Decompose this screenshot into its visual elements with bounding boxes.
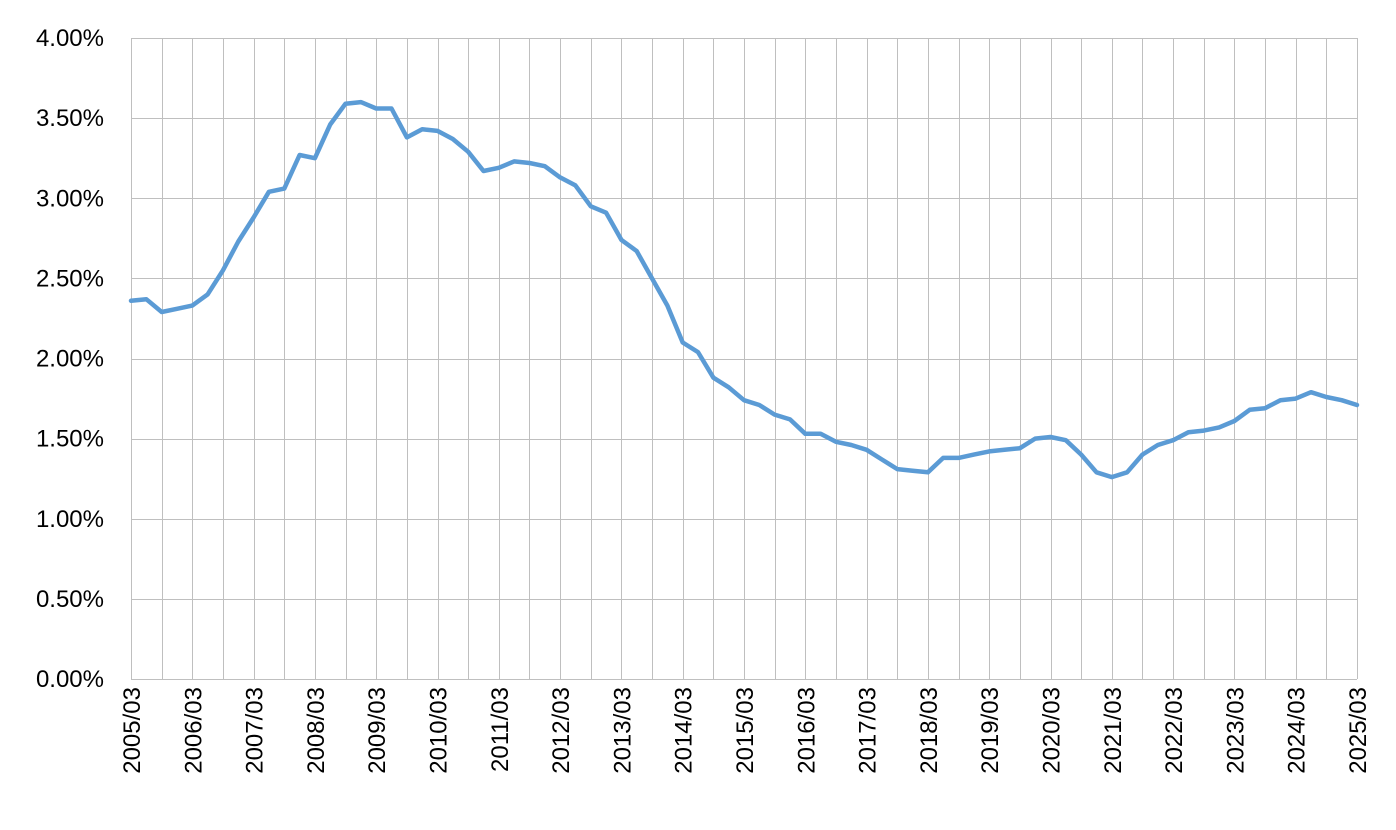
x-tick-label: 2014/03 (671, 687, 698, 774)
x-axis-tick-labels: 2005/03 2006/03 2007/03 2008/03 2009/03 2010/… (119, 687, 1372, 774)
x-tick-label: 2010/03 (426, 687, 453, 774)
x-tick-label: 2005/03 (119, 687, 146, 774)
x-tick-label: 2007/03 (242, 687, 269, 774)
x-tick-label: 2015/03 (732, 687, 759, 774)
y-tick-label: 4.00% (36, 25, 104, 52)
x-tick-label: 2009/03 (364, 687, 391, 774)
y-tick-label: 0.00% (36, 666, 104, 693)
x-tick-label: 2023/03 (1222, 687, 1249, 774)
x-tick-label: 2017/03 (855, 687, 882, 774)
x-tick-label: 2025/03 (1345, 687, 1372, 774)
series-line (128, 99, 1360, 480)
y-tick-label: 3.00% (36, 185, 104, 212)
y-tick-label: 1.50% (36, 426, 104, 453)
x-tick-label: 2008/03 (303, 687, 330, 774)
x-tick-label: 2018/03 (916, 687, 943, 774)
y-tick-label: 2.50% (36, 265, 104, 292)
y-tick-label: 3.50% (36, 105, 104, 132)
x-tick-label: 2019/03 (977, 687, 1004, 774)
y-tick-label: 1.00% (36, 506, 104, 533)
y-tick-label: 0.50% (36, 586, 104, 613)
x-tick-label: 2024/03 (1284, 687, 1311, 774)
grid (130, 37, 1359, 681)
x-tick-label: 2022/03 (1161, 687, 1188, 774)
x-tick-label: 2016/03 (793, 687, 820, 774)
x-tick-label: 2011/03 (487, 687, 514, 772)
x-tick-label: 2013/03 (609, 687, 636, 774)
x-tick-label: 2020/03 (1039, 687, 1066, 774)
x-tick-label: 2021/03 (1100, 687, 1127, 774)
y-axis-tick-labels: 0.00% 0.50% 1.00% 1.50% 2.00% 2.50% 3.00% 3.50%… (36, 25, 104, 693)
series-layer (128, 99, 1360, 480)
y-tick-label: 2.00% (36, 346, 104, 373)
x-tick-label: 2012/03 (548, 687, 575, 774)
x-tick-label: 2006/03 (180, 687, 207, 774)
